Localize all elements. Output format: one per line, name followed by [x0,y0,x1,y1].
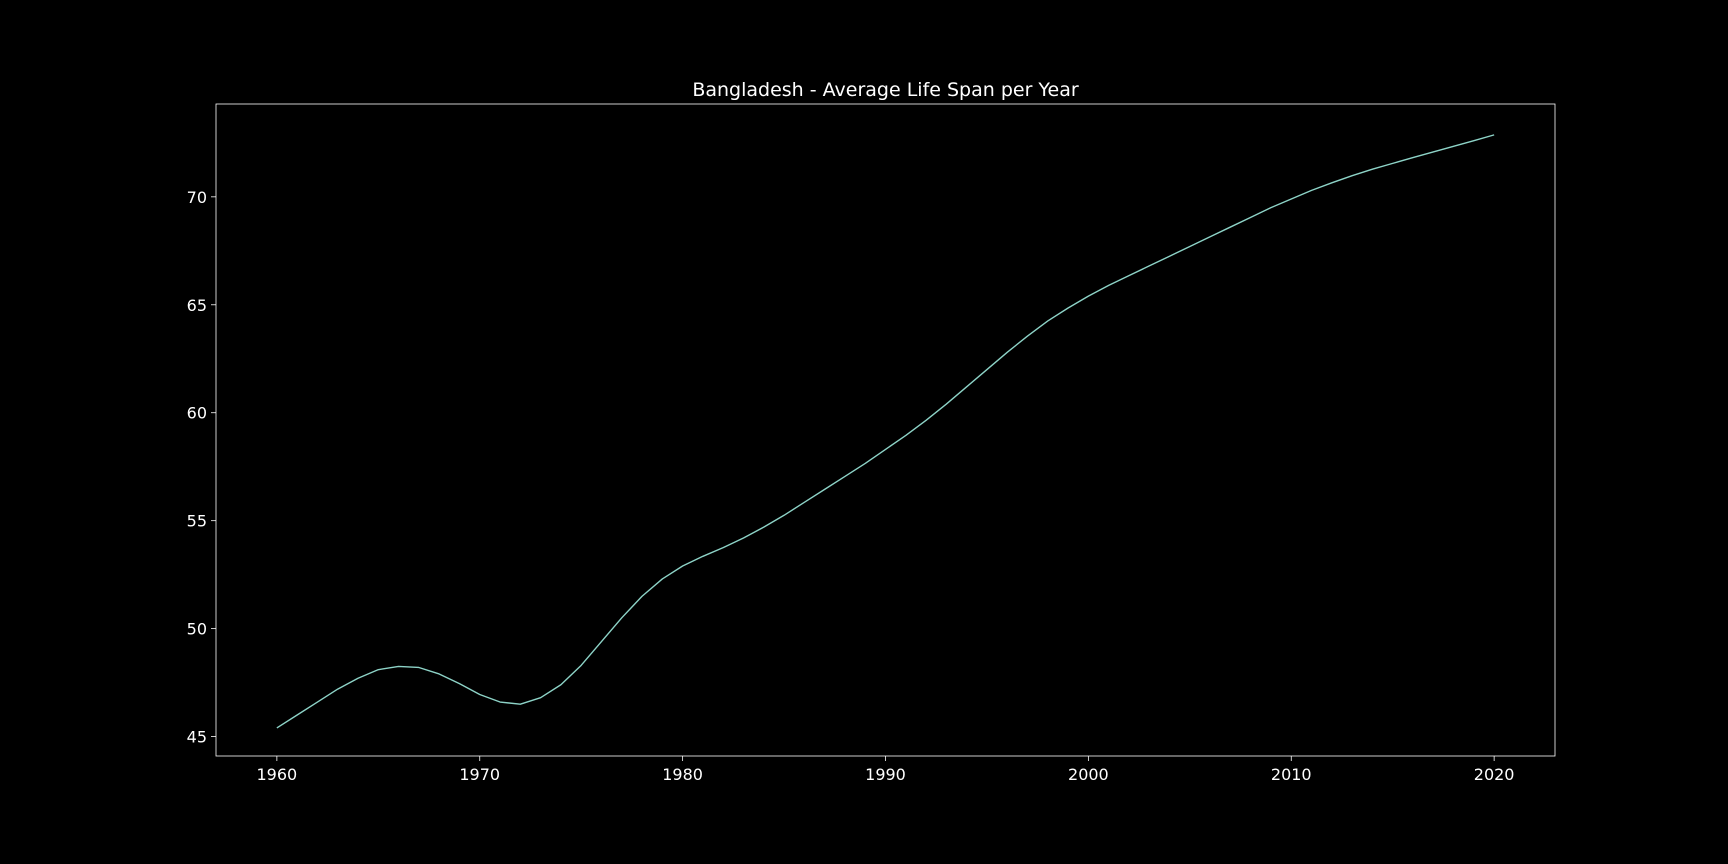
series-line [276,134,1495,729]
y-tick-label: 65 [187,296,207,315]
x-tick-label: 2010 [1271,765,1312,784]
y-tick-label: 60 [187,404,207,423]
chart-title: Bangladesh - Average Life Span per Year [692,79,1079,101]
y-tick-label: 50 [187,620,207,639]
y-tick-label: 70 [187,188,207,207]
x-tick-label: 1970 [459,765,500,784]
x-tick-label: 2000 [1068,765,1109,784]
y-tick-label: 45 [187,728,207,747]
x-axis: 1960 1970 1980 1990 2000 2010 2020 [257,756,1515,784]
x-tick-label: 1960 [257,765,298,784]
y-tick-label: 55 [187,512,207,531]
x-tick-label: 1980 [662,765,703,784]
plot-layer [276,134,1495,729]
x-tick-label: 2020 [1474,765,1515,784]
y-axis: 45 50 55 60 65 70 [187,188,216,747]
x-tick-label: 1990 [865,765,906,784]
